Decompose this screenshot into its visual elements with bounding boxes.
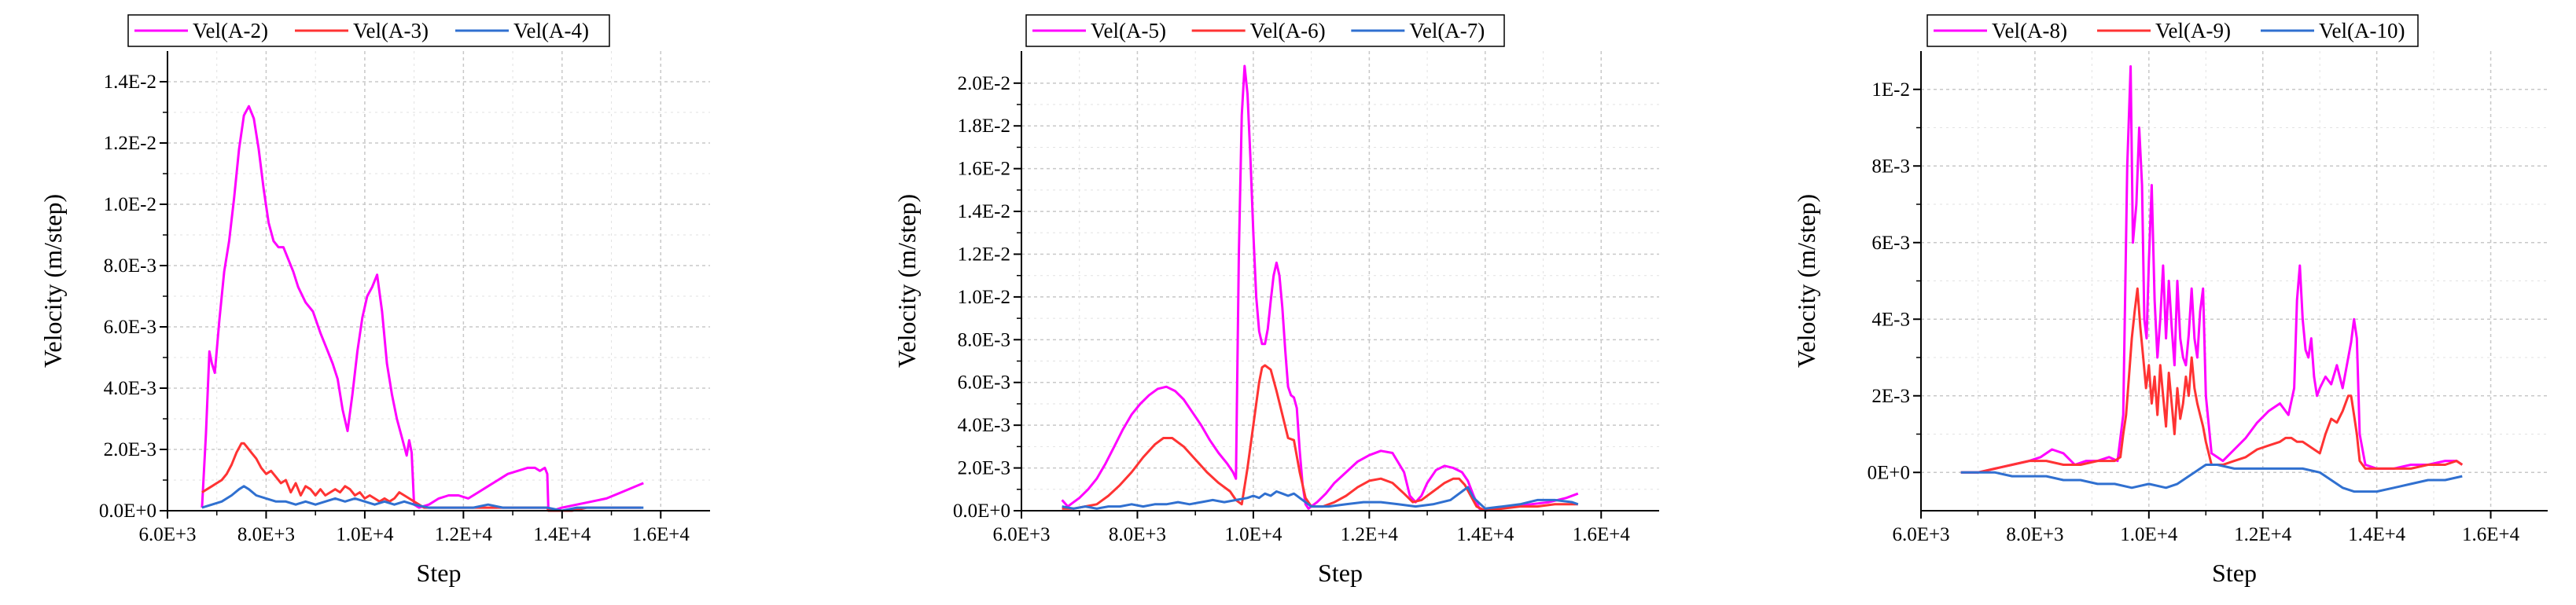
y-tick-label: 8E-3: [1871, 156, 1910, 177]
legend-label: Vel(A-7): [1409, 19, 1485, 42]
chart-panel-2: 6.0E+3 8.0E+3 1.0E+4 1.2E+4 1.4E+4 1.6E+4 0.0E…: [892, 14, 1659, 587]
legend: Vel(A-2) Vel(A-3) Vel(A-4): [127, 14, 610, 47]
y-tick-label: 1.4E-2: [958, 201, 1010, 222]
y-tick-label: 6E-3: [1871, 233, 1910, 254]
y-tick-label: 1.6E-2: [958, 159, 1010, 180]
x-tick-label: 1.6E+4: [632, 524, 690, 545]
legend-label: Vel(A-8): [1992, 19, 2067, 42]
series-line-Vel(A-2): [201, 104, 644, 512]
y-tick-label: 0.0E+0: [953, 500, 1010, 522]
y-tick-label: 1.4E-2: [104, 72, 156, 93]
series-line-Vel(A-7): [1062, 486, 1579, 510]
legend-label: Vel(A-2): [193, 19, 268, 42]
legend-label: Vel(A-4): [513, 19, 589, 42]
series-line-Vel(A-10): [1960, 464, 2463, 493]
y-tick-label: 1.8E-2: [958, 116, 1010, 137]
series-line-Vel(A-3): [201, 442, 642, 512]
y-axis-title: Velocity (m/step): [1792, 194, 1820, 368]
x-tick-label: 6.0E+3: [138, 524, 196, 545]
chart-panel-1: 6.0E+3 8.0E+3 1.0E+4 1.2E+4 1.4E+4 1.6E+4 0.0E…: [39, 14, 710, 587]
legend-label: Vel(A-9): [2155, 19, 2231, 42]
y-tick-label: 2E-3: [1871, 386, 1910, 407]
x-tick-label: 1.2E+4: [2234, 524, 2292, 545]
x-tick-label: 1.2E+4: [1341, 524, 1399, 545]
y-tick-label: 1.2E-2: [958, 244, 1010, 265]
x-tick-label: 1.0E+4: [1224, 524, 1282, 545]
y-tick-label: 8.0E-3: [958, 329, 1010, 350]
x-tick-label: 8.0E+3: [1109, 524, 1166, 545]
legend-box: [1025, 14, 1505, 47]
x-axis-title: Step: [2212, 559, 2257, 587]
y-tick-label: 0.0E+0: [99, 500, 156, 522]
y-tick-label: 1.2E-2: [104, 133, 156, 154]
y-axis-title: Velocity (m/step): [39, 194, 67, 368]
x-tick-label: 1.4E+4: [1456, 524, 1514, 545]
legend-label: Vel(A-6): [1250, 19, 1326, 42]
y-tick-label: 8.0E-3: [104, 255, 156, 277]
y-tick-label: 4E-3: [1871, 309, 1910, 330]
y-tick-label: 1E-2: [1871, 79, 1910, 101]
series-line-Vel(A-6): [1062, 364, 1578, 512]
x-tick-label: 1.4E+4: [533, 524, 591, 545]
x-axis-title: Step: [1318, 559, 1363, 587]
y-tick-label: 4.0E-3: [104, 378, 156, 399]
y-tick-label: 0E+0: [1868, 462, 1910, 483]
series-line-Vel(A-4): [201, 485, 644, 512]
y-tick-label: 2.0E-3: [104, 439, 156, 460]
y-tick-label: 6.0E-3: [104, 317, 156, 338]
legend: Vel(A-5) Vel(A-6) Vel(A-7): [1025, 14, 1505, 47]
series-line-Vel(A-8): [1960, 65, 2464, 474]
x-axis-title: Step: [417, 559, 462, 587]
x-tick-label: 1.0E+4: [336, 524, 394, 545]
legend: Vel(A-8) Vel(A-9) Vel(A-10): [1926, 14, 2419, 47]
y-tick-label: 2.0E-3: [958, 458, 1010, 479]
x-tick-label: 6.0E+3: [1892, 524, 1949, 545]
y-tick-label: 4.0E-3: [958, 415, 1010, 436]
x-tick-label: 1.4E+4: [2348, 524, 2406, 545]
y-tick-label: 1.0E-2: [104, 194, 156, 215]
y-axis-title: Velocity (m/step): [892, 194, 921, 368]
x-tick-label: 1.6E+4: [2462, 524, 2520, 545]
x-tick-label: 8.0E+3: [237, 524, 295, 545]
x-tick-label: 1.6E+4: [1573, 524, 1631, 545]
x-tick-label: 1.0E+4: [2120, 524, 2178, 545]
series-line-Vel(A-5): [1061, 64, 1579, 512]
x-tick-label: 6.0E+3: [992, 524, 1050, 545]
series-line-Vel(A-9): [1960, 287, 2464, 474]
legend-box: [1926, 14, 2419, 47]
y-tick-label: 2.0E-2: [958, 73, 1010, 94]
y-tick-label: 6.0E-3: [958, 372, 1010, 394]
legend-label: Vel(A-5): [1091, 19, 1166, 42]
legend-box: [127, 14, 610, 47]
legend-label: Vel(A-3): [353, 19, 429, 42]
x-tick-label: 8.0E+3: [2006, 524, 2063, 545]
x-tick-label: 1.2E+4: [435, 524, 493, 545]
y-tick-label: 1.0E-2: [958, 287, 1010, 308]
chart-panel-3: 6.0E+3 8.0E+3 1.0E+4 1.2E+4 1.4E+4 1.6E+4 0E+0…: [1792, 14, 2548, 587]
legend-label: Vel(A-10): [2319, 19, 2405, 42]
